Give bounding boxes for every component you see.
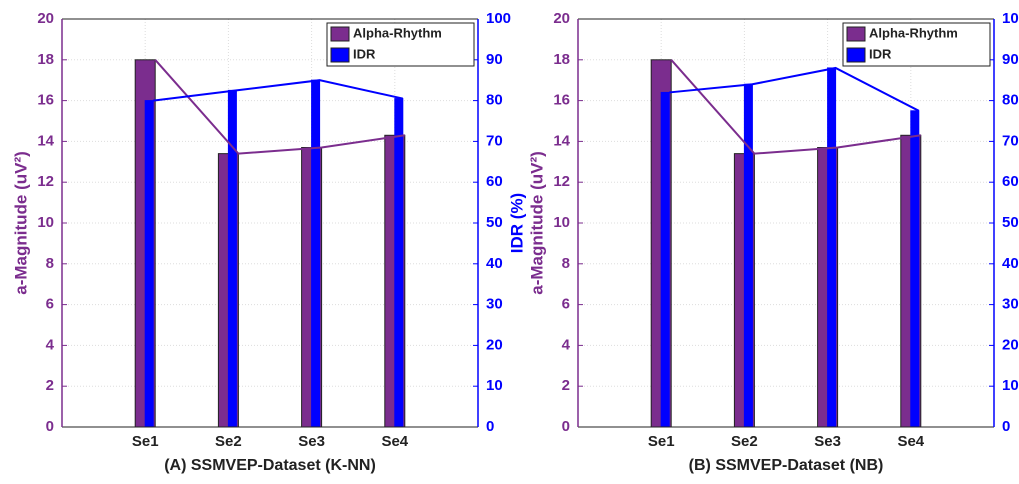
bar bbox=[144, 100, 154, 428]
y-tick-label: 18 bbox=[553, 51, 570, 68]
y2-tick-label: 10 bbox=[486, 377, 503, 394]
x-tick-label: Se2 bbox=[731, 433, 758, 450]
y2-tick-label: 80 bbox=[486, 92, 503, 109]
x-tick-label: Se4 bbox=[897, 433, 924, 450]
y-tick-label: 4 bbox=[46, 336, 55, 353]
legend-swatch bbox=[846, 26, 866, 42]
y2-tick-label: 0 bbox=[1002, 418, 1010, 435]
y2-tick-label: 50 bbox=[1002, 214, 1019, 231]
y-axis-label: a-Magnitude (uV²) bbox=[527, 151, 546, 295]
legend-label: Alpha-Rhythm bbox=[353, 25, 442, 40]
y2-tick-label: 100 bbox=[486, 10, 511, 27]
legend-label: Alpha-Rhythm bbox=[869, 25, 958, 40]
y-axis-label: a-Magnitude (uV²) bbox=[11, 151, 30, 295]
y2-tick-label: 60 bbox=[1002, 173, 1019, 190]
bar bbox=[394, 98, 404, 428]
y-tick-label: 2 bbox=[562, 377, 570, 394]
y-tick-label: 2 bbox=[46, 377, 54, 394]
y-tick-label: 0 bbox=[46, 418, 54, 435]
legend-swatch bbox=[330, 26, 350, 42]
bar bbox=[743, 83, 753, 428]
y-tick-label: 20 bbox=[553, 10, 570, 27]
y-tick-label: 10 bbox=[553, 214, 570, 231]
x-tick-label: Se2 bbox=[215, 433, 242, 450]
bar bbox=[827, 67, 837, 428]
y-tick-label: 16 bbox=[553, 92, 570, 109]
y2-tick-label: 80 bbox=[1002, 92, 1019, 109]
y-tick-label: 4 bbox=[562, 336, 571, 353]
bar bbox=[227, 89, 237, 428]
y2-tick-label: 30 bbox=[1002, 296, 1019, 313]
series-line bbox=[670, 59, 921, 155]
legend-box bbox=[326, 22, 475, 67]
y2-tick-label: 40 bbox=[1002, 255, 1019, 272]
y-tick-label: 14 bbox=[553, 132, 570, 149]
y2-axis-label: IDR (%) bbox=[507, 193, 526, 253]
y2-tick-label: 20 bbox=[486, 336, 503, 353]
y-tick-label: 8 bbox=[46, 255, 54, 272]
y2-tick-label: 10 bbox=[1002, 377, 1019, 394]
y2-tick-label: 40 bbox=[486, 255, 503, 272]
y2-tick-label: 50 bbox=[486, 214, 503, 231]
y-tick-label: 0 bbox=[562, 418, 570, 435]
y-tick-label: 10 bbox=[37, 214, 54, 231]
legend-label: IDR bbox=[869, 46, 892, 61]
x-tick-label: Se3 bbox=[298, 433, 325, 450]
y2-tick-label: 70 bbox=[486, 132, 503, 149]
y-tick-label: 14 bbox=[37, 132, 54, 149]
legend-box bbox=[842, 22, 991, 67]
x-axis-label: (B) SSMVEP-Dataset (NB) bbox=[689, 457, 884, 474]
legend-swatch bbox=[846, 47, 866, 63]
y-tick-label: 12 bbox=[37, 173, 54, 190]
series-line bbox=[154, 59, 405, 155]
y-tick-label: 20 bbox=[37, 10, 54, 27]
y2-tick-label: 90 bbox=[1002, 51, 1019, 68]
legend-swatch bbox=[330, 47, 350, 63]
x-tick-label: Se4 bbox=[381, 433, 408, 450]
y2-tick-label: 30 bbox=[486, 296, 503, 313]
bar bbox=[311, 79, 321, 428]
y-tick-label: 6 bbox=[562, 296, 570, 313]
y2-tick-label: 100 bbox=[1002, 10, 1019, 27]
bar bbox=[660, 91, 670, 428]
x-tick-label: Se3 bbox=[814, 433, 841, 450]
series-line bbox=[153, 79, 404, 102]
y2-tick-label: 0 bbox=[486, 418, 494, 435]
x-tick-label: Se1 bbox=[132, 433, 159, 450]
y-tick-label: 18 bbox=[37, 51, 54, 68]
y-tick-label: 12 bbox=[553, 173, 570, 190]
bar bbox=[910, 110, 920, 428]
legend-label: IDR bbox=[353, 46, 376, 61]
y2-tick-label: 70 bbox=[1002, 132, 1019, 149]
y2-tick-label: 90 bbox=[486, 51, 503, 68]
y2-tick-label: 20 bbox=[1002, 336, 1019, 353]
y2-tick-label: 60 bbox=[486, 173, 503, 190]
x-tick-label: Se1 bbox=[648, 433, 675, 450]
x-axis-label: (A) SSMVEP-Dataset (K-NN) bbox=[164, 457, 376, 474]
y-tick-label: 16 bbox=[37, 92, 54, 109]
y-tick-label: 6 bbox=[46, 296, 54, 313]
series-line bbox=[669, 66, 920, 112]
y-tick-label: 8 bbox=[562, 255, 570, 272]
